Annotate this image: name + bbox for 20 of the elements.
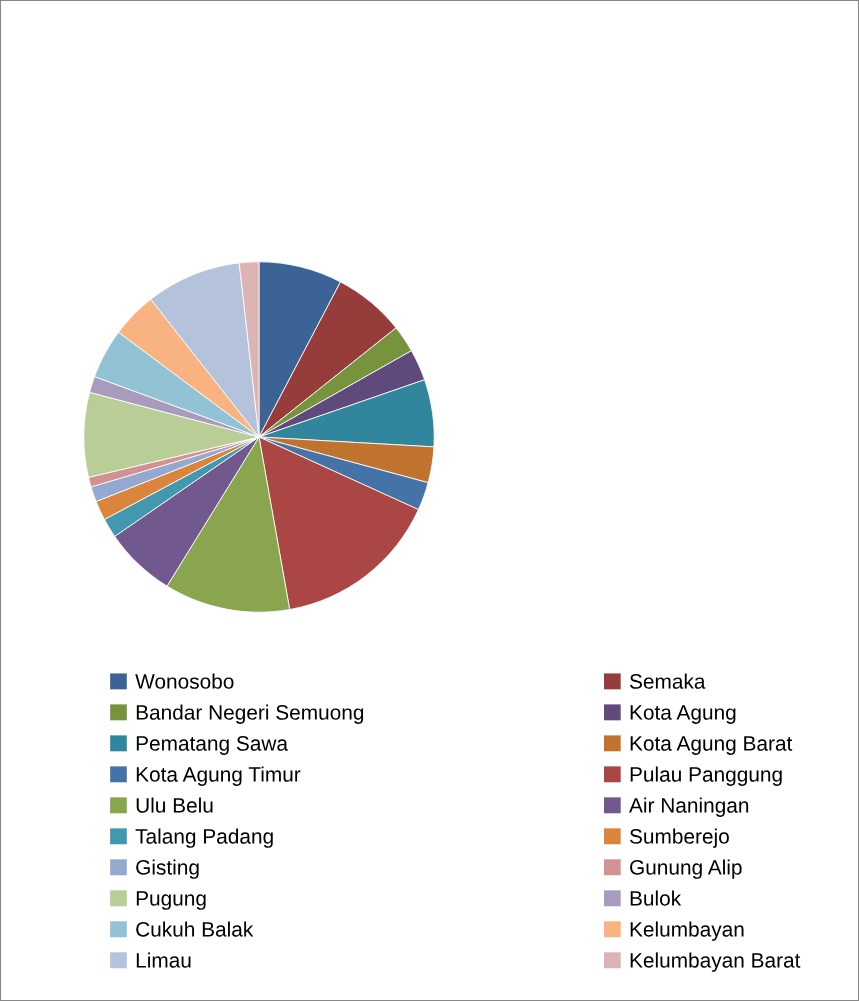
- legend-label: Pugung: [136, 891, 206, 910]
- legend-label: Semaka: [629, 673, 706, 689]
- legend-label: Bandar Negeri Semuong: [136, 704, 364, 724]
- legend-label: Bulok: [630, 890, 682, 906]
- legend-label: Kelumbayan: [630, 921, 744, 941]
- legend-label: Kota Agung Barat: [630, 736, 793, 755]
- legend-label: Kota Agung: [630, 705, 736, 724]
- legend-label: Limau: [136, 952, 191, 968]
- legend-label: Cukuh Balak: [136, 921, 254, 937]
- legend-label: Air Naningan: [629, 797, 749, 817]
- legend-label: Gisting: [136, 859, 199, 879]
- legend-label: Pulau Panggung: [630, 766, 782, 786]
- legend-label: Kelumbayan Barat: [630, 952, 801, 972]
- legend-label: Talang Padang: [135, 828, 273, 848]
- legend-label: Wonosobo: [135, 673, 234, 689]
- legend-label: Sumberejo: [629, 828, 729, 848]
- legend-label: Ulu Belu: [136, 797, 213, 813]
- legend-label: Kota Agung Timur: [136, 766, 301, 786]
- legend-label: Gunung Alip: [630, 859, 742, 879]
- legend-label: Pematang Sawa: [136, 736, 289, 755]
